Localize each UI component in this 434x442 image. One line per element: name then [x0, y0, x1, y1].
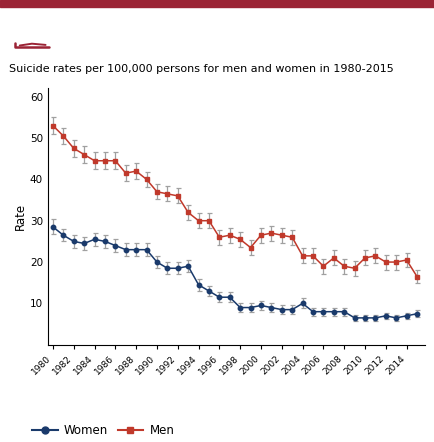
Bar: [0, 0, 434, 7]
Y-axis label: Rate: Rate: [14, 203, 27, 230]
Legend: Women, Men: Women, Men: [27, 419, 179, 442]
Text: FIGURE 2: FIGURE 2: [69, 26, 148, 41]
Text: Suicide rates per 100,000 persons for men and women in 1980-2015: Suicide rates per 100,000 persons for me…: [9, 64, 394, 74]
